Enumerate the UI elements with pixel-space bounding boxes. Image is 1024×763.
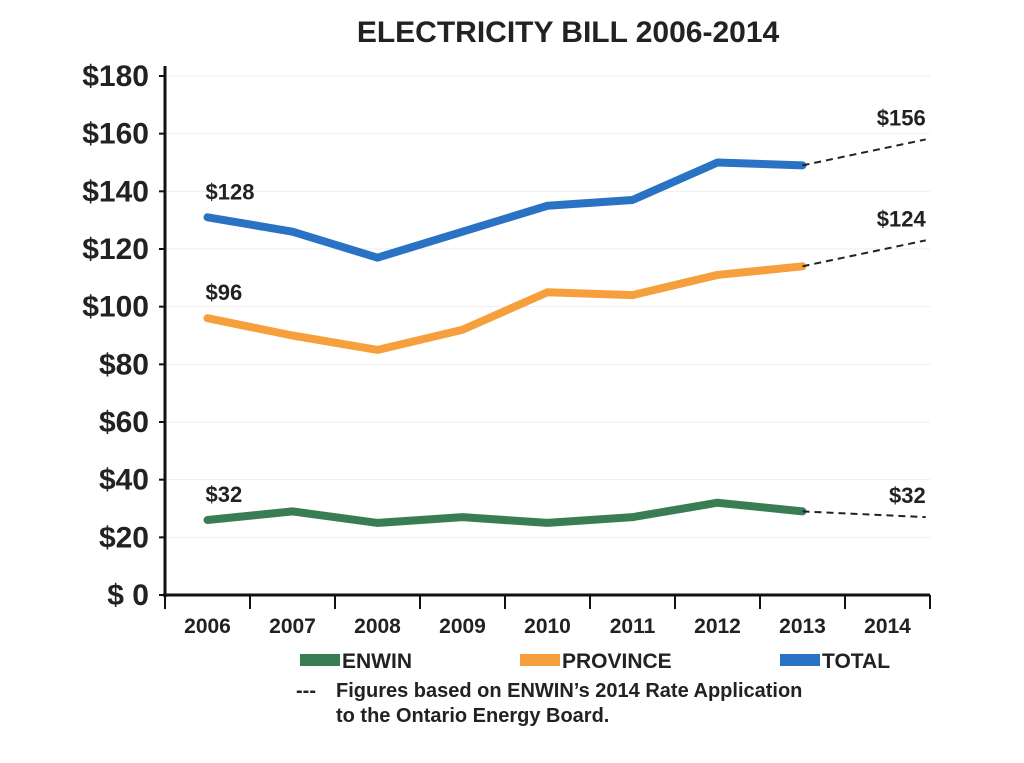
data-point-total [374,254,381,261]
x-tick-label: 2006 [184,615,231,638]
data-point-enwin [629,514,636,521]
x-tick-label: 2011 [610,615,656,638]
series-line-enwin [203,498,807,527]
series-line-total [203,158,807,262]
footnote: --- Figures based on ENWIN’s 2014 Rate A… [296,680,802,727]
y-tick-label: $100 [82,291,149,324]
projection-line-total [802,138,926,167]
y-tick-label: $60 [99,406,149,439]
x-tick-label: 2013 [779,615,826,638]
data-point-total [714,159,721,166]
y-tick-label: $ 0 [107,579,149,612]
x-tick-label: 2010 [524,615,571,638]
data-point-enwin [289,508,296,515]
data-point-province [459,326,466,333]
data-point-province [204,315,211,322]
series-line-province [203,262,807,354]
x-tick-label: 2008 [354,615,401,638]
data-point-enwin [799,508,806,515]
y-tick-label: $20 [99,521,149,554]
data-label-end-total: $156 [877,105,926,130]
legend-label-enwin: ENWIN [342,650,412,673]
data-label-start-total: $128 [206,179,255,204]
data-point-enwin [544,519,551,526]
y-tick-label: $160 [82,118,149,151]
y-tick-label: $80 [99,348,149,381]
data-point-province [374,346,381,353]
legend-swatch-total [780,654,820,666]
data-point-enwin [714,499,721,506]
legend-swatch-enwin [300,654,340,666]
y-tick-label: $120 [82,233,149,266]
data-point-province [629,292,636,299]
data-label-end-province: $124 [877,206,927,231]
y-tick-label: $40 [99,464,149,497]
projection-line-enwin [802,510,926,519]
data-point-province [289,332,296,339]
legend-label-total: TOTAL [822,650,890,673]
data-label-start-province: $96 [206,280,243,305]
footnote-line-1: Figures based on ENWIN’s 2014 Rate Appli… [336,680,802,702]
footnote-marker: --- [296,680,316,702]
data-point-total [544,202,551,209]
data-point-province [714,271,721,278]
footnote-line-2: to the Ontario Energy Board. [336,705,609,727]
data-point-total [204,214,211,221]
legend-label-province: PROVINCE [562,650,672,673]
data-label-end-enwin: $32 [889,483,926,508]
projection-line-province [802,239,926,268]
data-point-total [629,196,636,203]
data-label-start-enwin: $32 [206,482,243,507]
legend: ENWIN PROVINCE TOTAL [300,650,890,673]
x-tick-label: 2012 [694,615,741,638]
data-point-enwin [204,517,211,524]
x-tick-label: 2014 [864,615,911,638]
data-point-total [289,228,296,235]
legend-swatch-province [520,654,560,666]
x-tick-label: 2009 [439,615,486,638]
y-tick-label: $180 [82,60,149,93]
plot-area: $ 0 $20 $40 $60 $80 $100 $120 $140 $160 $180 2006 2… [82,60,931,638]
data-point-province [544,289,551,296]
data-point-enwin [374,519,381,526]
x-tick-label: 2007 [269,615,316,638]
chart-title: ELECTRICITY BILL 2006-2014 [357,16,780,49]
data-point-total [459,228,466,235]
y-tick-label: $140 [82,175,149,208]
data-point-enwin [459,514,466,521]
